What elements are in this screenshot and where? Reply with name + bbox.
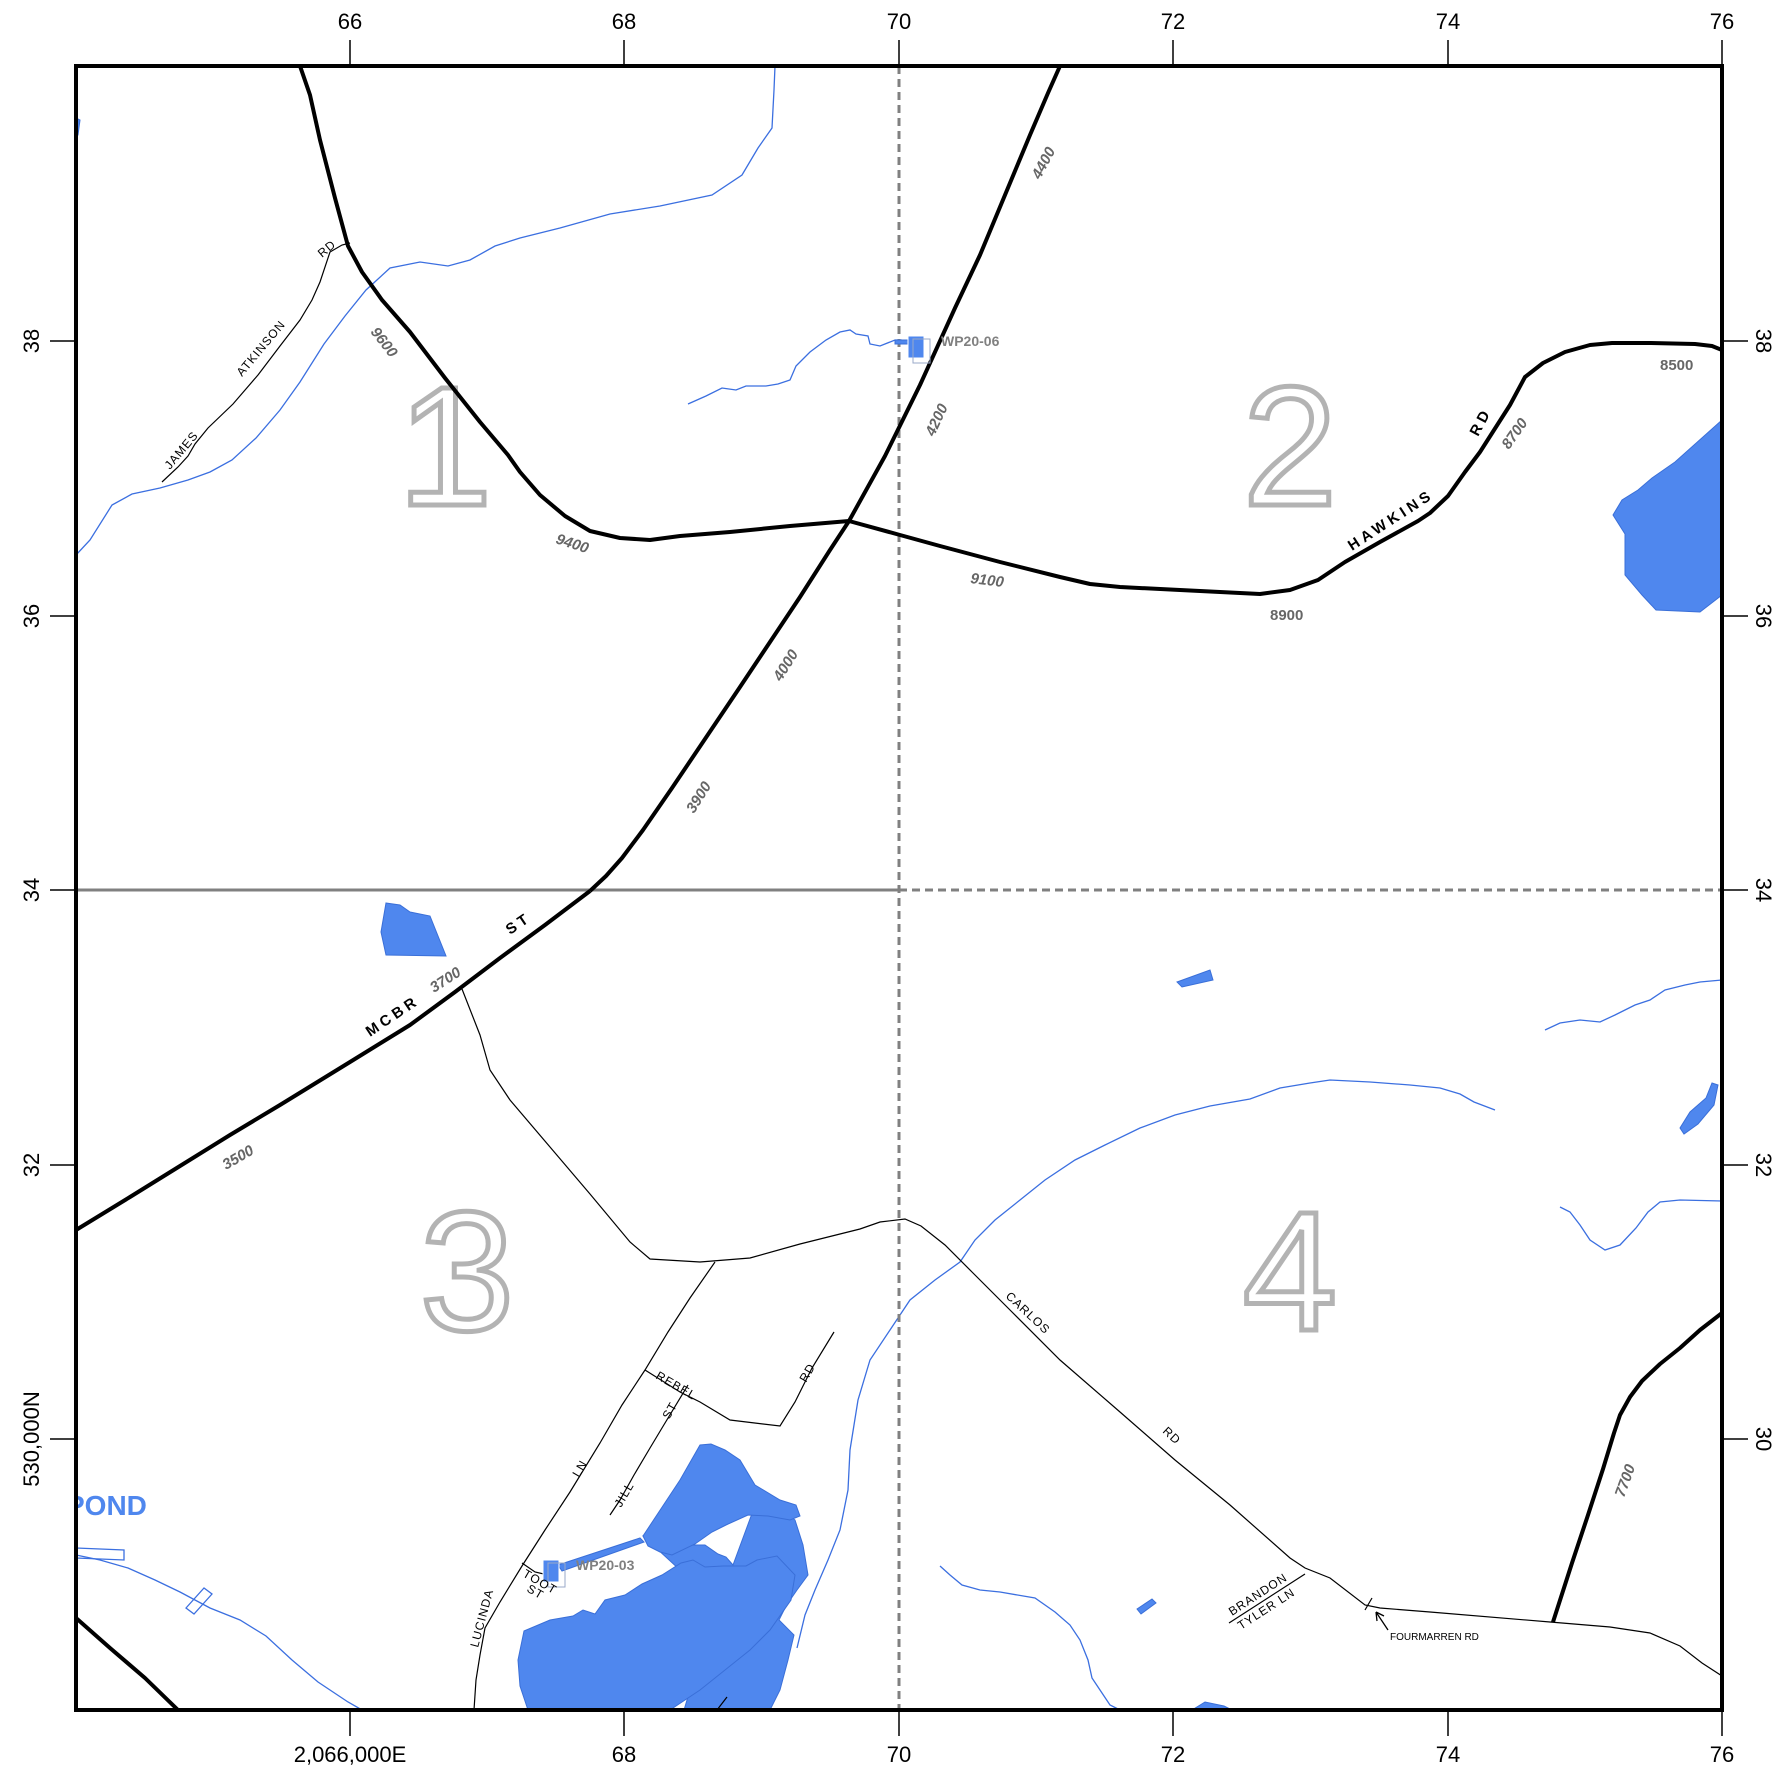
left-axis-labels: 38 36 34 32 530,000N (19, 329, 44, 1487)
dock-west (76, 1547, 125, 1561)
pond-label: POND (66, 1490, 147, 1521)
address-8700: 8700 (1498, 415, 1531, 453)
major-roads (76, 66, 1722, 1710)
fourmarren-pointer-arrow (1375, 1611, 1389, 1631)
tick-label: 68 (612, 9, 636, 34)
address-9600: 9600 (367, 324, 401, 361)
wells: WP20-06 WP20-03 (542, 333, 1000, 1588)
address-3500: 3500 (220, 1142, 258, 1174)
address-8500: 8500 (1660, 357, 1693, 374)
well-wp20-03-marker[interactable] (542, 1559, 560, 1583)
james-atkinson-rd (161, 242, 351, 483)
quadrant-2-label: 2 (1243, 352, 1338, 542)
road-southwest (76, 1616, 180, 1710)
pond-small-a (1136, 1598, 1157, 1615)
road-7700 (1551, 1311, 1722, 1623)
address-9400: 9400 (554, 531, 592, 558)
well-wp20-06-marker[interactable] (907, 335, 925, 359)
pond-sliver-east (1679, 1082, 1719, 1135)
brandon-tyler-ln (1228, 1573, 1306, 1624)
road-label-jill: JILL (611, 1479, 636, 1509)
jill-st (609, 1384, 689, 1516)
channel-to-wp20-03 (557, 1537, 645, 1572)
road-label-rebel-rd: RD (796, 1361, 818, 1385)
tick-label: 68 (612, 1742, 636, 1767)
tick-label: 74 (1436, 9, 1460, 34)
quadrant-numbers: 1 2 3 4 (395, 350, 1340, 1370)
pond-north (380, 902, 447, 957)
lake-east (1612, 419, 1722, 613)
quadrant-1-label: 1 (398, 352, 493, 542)
road-label-james: JAMES (162, 428, 202, 471)
road-label-carlos: CARLOS (1003, 1289, 1053, 1337)
road-9600-9400 (298, 66, 850, 542)
top-axis-labels: 66 68 70 72 74 76 (338, 9, 1734, 34)
hawkins-rd (848, 341, 1722, 596)
road-label-carlos-rd: RD (1160, 1424, 1184, 1447)
address-4000: 4000 (769, 646, 802, 685)
tick-label: 76 (1710, 9, 1734, 34)
tick-label: 72 (1161, 9, 1185, 34)
tick-label: 2,066,000E (294, 1742, 407, 1767)
minor-roads (161, 242, 1722, 1710)
pond-sliver (1176, 969, 1214, 988)
road-label-atkinson: ATKINSON (234, 317, 289, 378)
tick-label: 34 (19, 878, 44, 902)
tick-label: 34 (1751, 878, 1776, 902)
tick-label: 32 (1751, 1153, 1776, 1177)
road-label-lucinda-ln: LN (569, 1457, 590, 1479)
tick-label: 70 (887, 9, 911, 34)
lucinda-ln (473, 1261, 716, 1710)
tick-label: 66 (338, 9, 362, 34)
quadrant-4-label: 4 (1243, 1177, 1338, 1367)
bottom-axis-labels: 2,066,000E 68 70 72 74 76 (294, 1742, 1735, 1767)
right-axis-labels: 38 36 34 32 30 (1751, 329, 1776, 1451)
well-wp20-03-label: WP20-03 (576, 1557, 635, 1573)
tick-label: 32 (19, 1153, 44, 1177)
tick-marks (50, 40, 1748, 1736)
lake-south-main (517, 1555, 796, 1710)
mcbride-st (76, 889, 592, 1232)
address-4200: 4200 (922, 401, 952, 440)
road-south-stub (716, 1696, 728, 1710)
road-label-fourmarren: FOURMARREN RD (1390, 1632, 1479, 1643)
road-label-lucinda: LUCINDA (467, 1587, 496, 1648)
water-bodies (76, 117, 1722, 1710)
road-4400-3500 (588, 66, 1062, 893)
bridge-culvert (185, 1587, 213, 1615)
address-4400: 4400 (1028, 144, 1059, 183)
map-content: 1 2 3 4 (66, 66, 1722, 1710)
streams (76, 66, 1722, 1710)
road-label-atkinson-rd: RD (315, 237, 339, 260)
well-wp20-06-label: WP20-06 (941, 333, 1000, 349)
tick-label: 530,000N (19, 1391, 44, 1486)
address-7700: 7700 (1612, 1462, 1640, 1500)
road-label-mcbride: MCBR (363, 992, 423, 1040)
tick-label: 36 (19, 604, 44, 628)
tick-label: 36 (1751, 604, 1776, 628)
tick-label: 38 (19, 329, 44, 353)
road-label-hawkins: HAWKINS (1345, 486, 1437, 554)
tick-label: 38 (1751, 329, 1776, 353)
tick-label: 70 (887, 1742, 911, 1767)
carlos-rd (461, 988, 1722, 1677)
road-label-rebel: REBEL (654, 1368, 699, 1402)
tick-label: 72 (1161, 1742, 1185, 1767)
address-8900: 8900 (1270, 607, 1303, 624)
map-frame (74, 64, 1724, 1712)
fourmarren-rd-stub (1364, 1597, 1373, 1611)
address-3900: 3900 (683, 778, 715, 816)
tick-label: 30 (1751, 1427, 1776, 1451)
address-9100: 9100 (970, 570, 1006, 591)
tick-label: 76 (1710, 1742, 1734, 1767)
lake-channel (642, 1443, 801, 1556)
grid-lines (76, 66, 1722, 1710)
tick-label: 74 (1436, 1742, 1460, 1767)
quadrant-3-label: 3 (420, 1177, 515, 1367)
